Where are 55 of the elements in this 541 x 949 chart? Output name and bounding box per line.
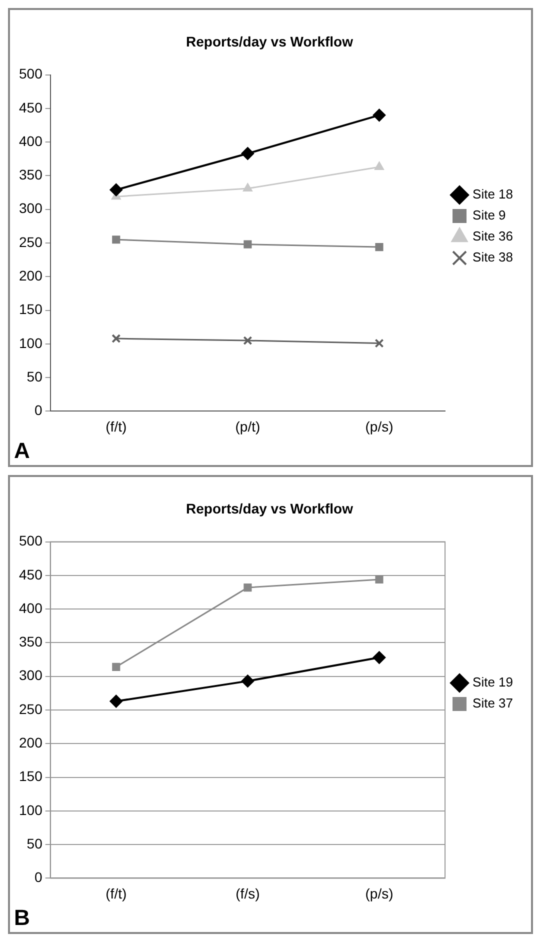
y-tick-label: 350 (19, 166, 43, 183)
legend-label: Site 37 (472, 696, 514, 711)
y-tick-label: 350 (19, 634, 43, 650)
point (375, 575, 384, 584)
y-tick-label: 100 (19, 802, 43, 818)
point (242, 183, 253, 192)
point (375, 243, 384, 252)
point (374, 161, 384, 170)
legend-label: Site 9 (472, 208, 506, 223)
legend-label: Site 18 (472, 186, 514, 202)
x-tick-label: (p/t) (235, 418, 260, 434)
point (372, 651, 386, 664)
x-tick-label: (p/s) (365, 418, 394, 434)
y-tick-label: 450 (19, 99, 43, 116)
y-tick-label: 50 (26, 835, 43, 852)
point (112, 236, 120, 244)
point (112, 662, 120, 671)
point (241, 147, 254, 160)
x-tick-label: (f/t) (106, 885, 127, 902)
y-tick-label: 150 (19, 301, 43, 318)
y-tick-label: 400 (19, 132, 43, 149)
chart-title: Reports/day vs Workflow (186, 33, 354, 50)
y-tick-label: 250 (19, 234, 43, 250)
y-tick-label: 100 (19, 334, 43, 351)
y-tick-label: 400 (19, 600, 43, 616)
chart-title: Reports/day vs Workflow (186, 500, 354, 516)
y-tick-label: 500 (19, 532, 43, 549)
y-tick-label: 150 (19, 768, 43, 784)
text: A (14, 438, 30, 464)
point (241, 674, 254, 688)
legend-label: Site 19 (472, 674, 514, 690)
legend-label: Site 36 (472, 228, 514, 244)
y-tick-label: 0 (34, 869, 43, 886)
y-tick-label: 500 (19, 66, 43, 82)
point (374, 338, 384, 348)
y-tick-label: 50 (26, 368, 43, 384)
y-tick-label: 300 (19, 200, 43, 216)
legend-label: Site 38 (472, 250, 514, 265)
point (244, 584, 252, 592)
y-tick-label: 300 (19, 667, 43, 684)
point (372, 108, 386, 122)
y-tick-label: 450 (19, 566, 43, 582)
text: B (14, 905, 30, 930)
y-tick-label: 250 (19, 700, 43, 717)
point (110, 694, 123, 708)
point (110, 183, 123, 196)
point (243, 336, 252, 346)
x-tick-label: (f/s) (236, 885, 260, 902)
y-tick-label: 200 (19, 268, 43, 284)
y-tick-label: 200 (19, 734, 43, 750)
x-tick-label: (f/t) (106, 418, 127, 434)
y-tick-label: 0 (34, 402, 43, 418)
point (244, 240, 252, 248)
x-tick-label: (p/s) (365, 885, 394, 902)
point (112, 334, 121, 344)
